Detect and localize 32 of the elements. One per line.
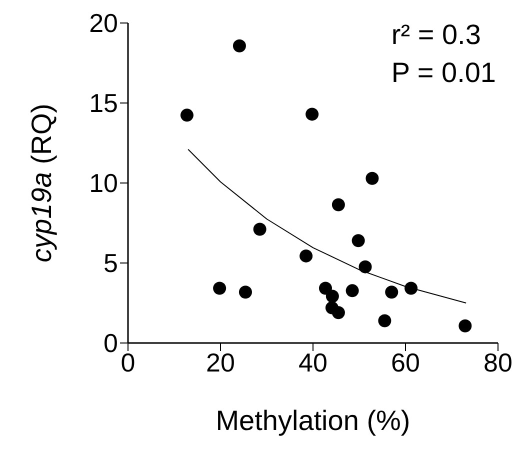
point: [385, 286, 398, 299]
x-tick-label: 60: [391, 347, 420, 378]
annotation: r² = 0.3: [391, 18, 482, 52]
point: [458, 319, 472, 332]
y-tick-label: 20: [89, 8, 118, 38]
point: [180, 108, 194, 122]
point: [253, 222, 266, 236]
point: [232, 39, 246, 52]
point: [326, 290, 339, 303]
point: [346, 284, 359, 298]
x-tick-label: 40: [298, 347, 328, 378]
y-axis-title: cyp19a (RQ): [26, 104, 58, 262]
point: [306, 108, 319, 121]
point: [213, 282, 226, 295]
x-tick-label: 20: [206, 347, 235, 378]
point: [332, 306, 345, 320]
point: [358, 260, 372, 274]
annotation: P = 0.01: [391, 56, 496, 90]
point: [318, 282, 332, 295]
point: [378, 314, 392, 328]
x-tick-label: 80: [484, 347, 512, 378]
point: [300, 249, 313, 262]
point: [238, 286, 252, 299]
y-tick-label: 0: [104, 328, 118, 358]
y-tick-label: 15: [89, 88, 118, 118]
line-series: [188, 148, 467, 304]
point: [366, 172, 379, 185]
x-axis-title: Methylation (%): [216, 405, 410, 436]
point: [332, 198, 345, 212]
y-tick-label: 5: [104, 248, 118, 278]
y-tick-label: 10: [89, 168, 118, 198]
point: [352, 234, 365, 248]
